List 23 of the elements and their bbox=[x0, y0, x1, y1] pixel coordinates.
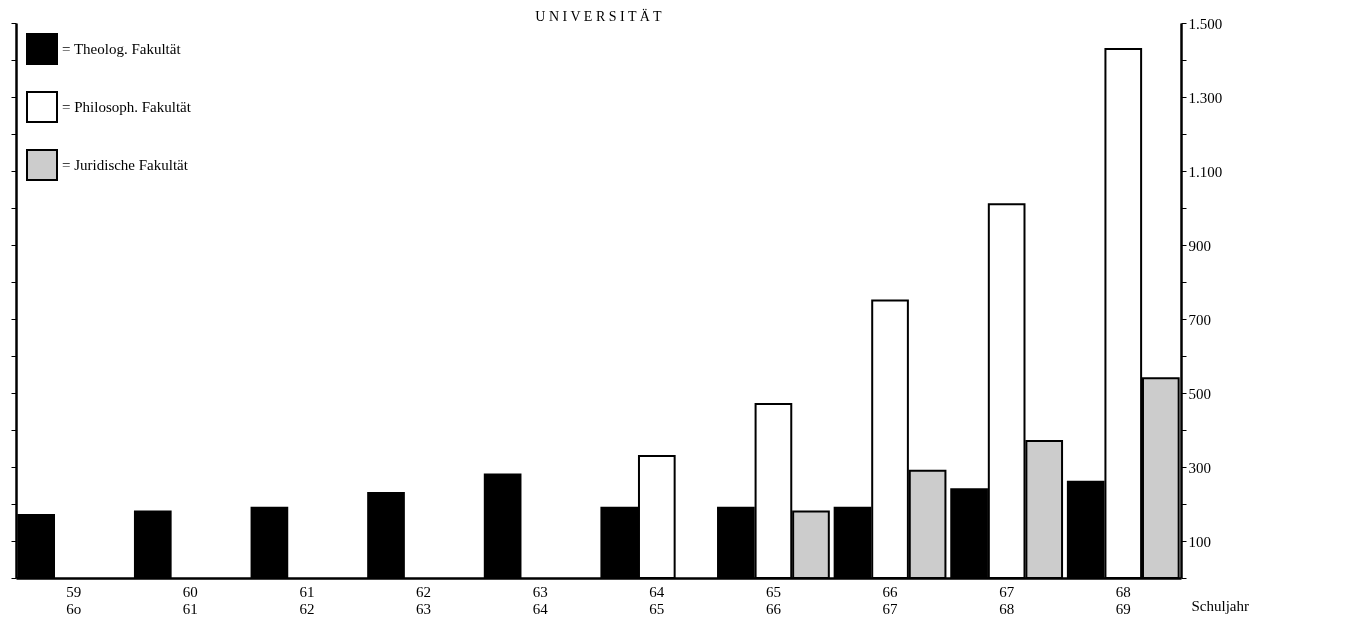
x-tick-label: 62 63 bbox=[416, 583, 432, 617]
y-tick-label: 100 bbox=[1188, 533, 1211, 550]
y-tick-label: 700 bbox=[1188, 311, 1211, 328]
x-axis-title: Schuljahr bbox=[1191, 597, 1249, 614]
x-tick-label: 65 66 bbox=[765, 583, 782, 617]
legend-label: = Juridische Fakultät bbox=[62, 157, 189, 173]
y-tick-label: 1.500 bbox=[1188, 15, 1223, 32]
y-tick-label: 1.100 bbox=[1188, 163, 1223, 180]
y-tick-label: 300 bbox=[1188, 459, 1211, 476]
legend-label: = Philosoph. Fakultät bbox=[62, 99, 192, 115]
y-tick-label: 1.300 bbox=[1188, 89, 1223, 106]
legend-label: = Theolog. Fakultät bbox=[62, 41, 182, 57]
y-tick-label: 900 bbox=[1188, 237, 1211, 254]
x-tick-label: 63 64 bbox=[532, 583, 549, 617]
x-tick-label: 67 68 bbox=[999, 583, 1015, 617]
x-tick-label: 60 61 bbox=[182, 583, 198, 617]
y-tick-label: 500 bbox=[1188, 385, 1211, 402]
x-tick-label: 68 69 bbox=[1115, 583, 1131, 617]
x-tick-label: 64 65 bbox=[649, 583, 665, 617]
x-tick-label: 59 6o bbox=[66, 583, 82, 617]
chart-title: U N I V E R S I T Ä T bbox=[535, 8, 663, 24]
x-tick-label: 66 67 bbox=[882, 583, 899, 617]
x-tick-label: 61 62 bbox=[299, 583, 315, 617]
